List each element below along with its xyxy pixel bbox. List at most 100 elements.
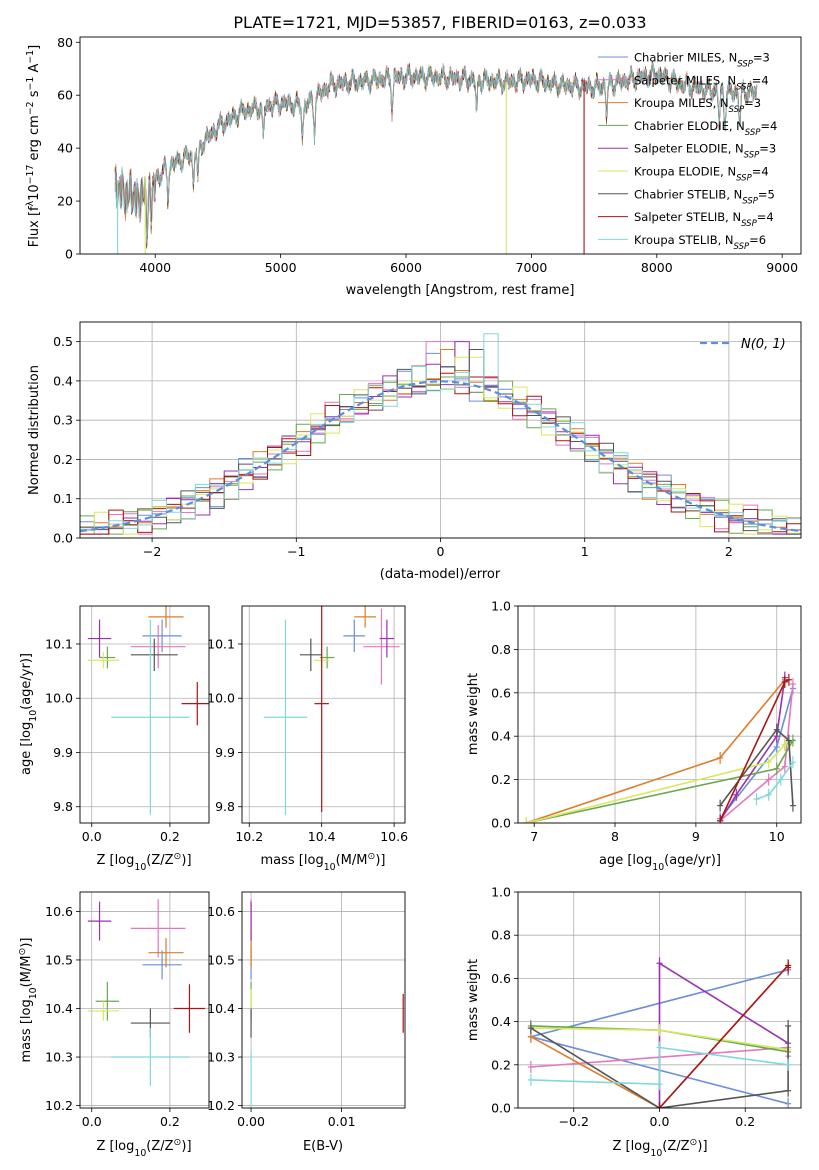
weight-line [719, 728, 794, 807]
weight-line [525, 739, 790, 823]
y-tick-label: 0.8 [491, 928, 511, 943]
x-axis-label: E(B-V) [303, 1139, 343, 1154]
spectrum-line [114, 63, 758, 244]
y-tick-label: 0.2 [491, 1057, 511, 1072]
x-tick-label: 0.0 [82, 1114, 102, 1129]
x-tick-label: 0.00 [237, 1114, 265, 1129]
weight-lines [523, 671, 796, 823]
x-axis-label: Z [log10(Z/Z⊙)] [612, 1137, 707, 1159]
x-tick-label: 7000 [516, 260, 548, 275]
x-axis-label: age [log10(age/yr)] [599, 853, 721, 873]
axes-frame [79, 891, 210, 1109]
y-tick-label: 0.5 [53, 334, 73, 349]
histograms [80, 333, 801, 535]
x-tick-label: 0.0 [82, 829, 102, 844]
y-tick-label: 10.1 [45, 636, 73, 651]
y-tick-label: 9.8 [53, 799, 73, 814]
x-tick-label: 0.2 [735, 1114, 755, 1129]
x-axis-label: Z [log10(Z/Z⊙)] [96, 1137, 191, 1159]
x-tick-label: 7 [530, 829, 538, 844]
legend-label: Kroupa MILES, NSSP=3 [634, 96, 761, 115]
y-tick-label: 10.5 [207, 952, 235, 967]
x-tick-label: 10.4 [308, 829, 336, 844]
weight-line [530, 1046, 789, 1086]
x-tick-label: 5000 [265, 260, 297, 275]
y-tick-label: 80 [57, 35, 73, 50]
histogram-step [80, 333, 801, 535]
y-axis-label: Flux [fλ10−17 erg cm−2 s−1 A−1] [25, 45, 43, 247]
y-tick-label: 10.6 [45, 904, 73, 919]
y-tick-label: 10.5 [45, 952, 73, 967]
axes-frame [79, 321, 802, 539]
y-tick-label: 60 [57, 88, 73, 103]
legend-label: Salpeter STELIB, NSSP=4 [634, 210, 774, 229]
x-axis-label: wavelength [Angstrom, rest frame] [346, 283, 575, 298]
gaussian-curve [80, 380, 801, 533]
y-tick-label: 0.4 [491, 1014, 511, 1029]
y-tick-label: 10.6 [207, 904, 235, 919]
x-tick-label: 10 [769, 829, 785, 844]
y-tick-label: 0.8 [491, 642, 511, 657]
x-tick-label: 1 [581, 544, 589, 559]
x-tick-label: −1 [287, 544, 305, 559]
y-tick-label: 0.2 [53, 452, 73, 467]
y-tick-label: 0.0 [491, 1101, 511, 1116]
legend-label: Chabrier MILES, NSSP=3 [634, 51, 770, 70]
axes-frame [241, 605, 406, 824]
legend-label: Chabrier ELODIE, NSSP=4 [634, 119, 777, 138]
y-axis-label: mass weight [466, 959, 481, 1041]
x-tick-label: 6000 [390, 260, 422, 275]
y-tick-label: 0.0 [53, 531, 73, 546]
x-tick-label: 2 [725, 544, 733, 559]
y-tick-label: 10.2 [207, 1098, 235, 1113]
y-tick-label: 9.9 [53, 745, 73, 760]
points [87, 899, 206, 1087]
x-axis-label: (data-model)/error [380, 567, 501, 582]
y-tick-label: 10.3 [207, 1050, 235, 1065]
chart-title: PLATE=1721, MJD=53857, FIBERID=0163, z=0… [233, 13, 646, 32]
y-tick-label: 40 [57, 141, 73, 156]
y-tick-label: 10.0 [207, 691, 235, 706]
y-tick-label: 10.0 [45, 691, 73, 706]
y-tick-label: 10.2 [45, 1098, 73, 1113]
x-tick-label: −0.2 [559, 1114, 589, 1129]
y-tick-label: 0.4 [53, 373, 73, 388]
x-tick-label: 0.2 [160, 1114, 180, 1129]
y-tick-label: 0.4 [491, 729, 511, 744]
x-tick-label: 0.0 [650, 1114, 670, 1129]
y-tick-label: 10.4 [207, 1001, 235, 1016]
y-tick-label: 10.4 [45, 1001, 73, 1016]
y-tick-label: 9.9 [215, 745, 235, 760]
axes-frame [517, 891, 802, 1109]
y-tick-label: 0.0 [491, 816, 511, 831]
x-tick-label: 10.6 [380, 829, 408, 844]
y-axis-label: Normed distribution [27, 365, 42, 495]
legend-label: Kroupa STELIB, NSSP=6 [634, 233, 766, 252]
x-tick-label: 0 [437, 544, 445, 559]
x-axis-label: mass [log10(M/M⊙)] [261, 851, 386, 873]
y-axis-label: age [log10(age/yr)] [19, 653, 39, 775]
weight-line [525, 679, 786, 823]
y-tick-label: 0.3 [53, 413, 73, 428]
x-tick-label: 0.01 [328, 1114, 356, 1129]
y-tick-label: 1.0 [491, 885, 511, 900]
x-tick-label: 9 [692, 829, 700, 844]
y-tick-label: 0.1 [53, 491, 73, 506]
y-tick-label: 0 [65, 247, 73, 262]
y-axis-label: mass weight [466, 673, 481, 755]
x-tick-label: 0.2 [160, 829, 180, 844]
y-axis-label: mass [log10(M/M⊙)] [17, 938, 39, 1063]
legend-label: N(0, 1) [741, 337, 786, 352]
weight-line [530, 1025, 789, 1108]
y-tick-label: 10.3 [45, 1050, 73, 1065]
y-tick-label: 0.6 [491, 971, 511, 986]
x-tick-label: 8000 [641, 260, 673, 275]
points [250, 899, 404, 1108]
y-tick-label: 20 [57, 194, 73, 209]
y-tick-label: 10.1 [207, 636, 235, 651]
axes-frame [79, 605, 210, 824]
points [87, 606, 209, 815]
x-tick-label: 8 [611, 829, 619, 844]
legend-label: Kroupa ELODIE, NSSP=4 [634, 165, 769, 184]
